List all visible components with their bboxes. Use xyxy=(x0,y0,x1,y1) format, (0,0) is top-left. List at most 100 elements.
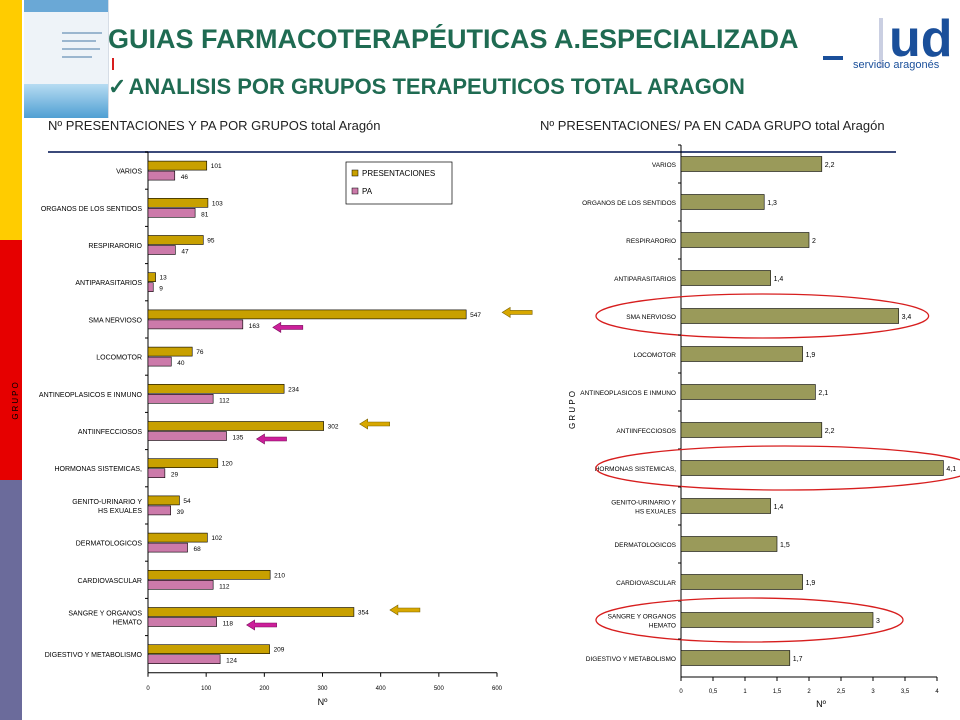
logo-caption: servicio aragonés xyxy=(853,59,940,71)
chart2-category-label: HEMATO xyxy=(649,623,676,630)
chart1-category-label: CARDIOVASCULAR xyxy=(78,578,142,585)
chart1-data-label-presentaciones: 54 xyxy=(183,498,191,505)
header-divider xyxy=(48,151,896,153)
chart1-bar-presentaciones xyxy=(147,346,193,357)
chart1-bar-pa xyxy=(147,282,154,293)
chart1-x-tick-label: 100 xyxy=(201,686,212,692)
chart2-category-label: VARIOS xyxy=(652,162,677,169)
chart2-x-tick-label: 1,5 xyxy=(773,689,782,695)
chart2-bar xyxy=(680,612,874,628)
chart2-bar xyxy=(680,346,803,362)
thumbnail-wave-graphic xyxy=(24,84,108,118)
chart1-data-label-presentaciones: 209 xyxy=(274,647,285,654)
chart2-category-label: DERMATOLOGICOS xyxy=(614,542,676,549)
chart2-category-label: RESPIRARORIO xyxy=(626,238,676,245)
chart1-bar-presentaciones xyxy=(147,235,204,245)
chart1-bar-pa xyxy=(147,468,166,479)
chart2-x-tick-label: 0 xyxy=(679,689,683,695)
chart1-legend-swatch xyxy=(351,187,359,195)
chart2-x-tick-label: 0,5 xyxy=(709,689,718,695)
chart1-category-label: LOCOMOTOR xyxy=(96,355,142,362)
chart2-x-tick-label: 2 xyxy=(807,689,811,695)
chart1-data-label-pa: 81 xyxy=(201,211,209,218)
chart1-data-label-pa: 135 xyxy=(233,435,244,442)
chart2-data-label: 4,1 xyxy=(946,466,956,473)
chart2-data-label: 1,9 xyxy=(806,352,816,359)
chart2-x-tick-label: 3 xyxy=(871,689,875,695)
chart2-bar xyxy=(680,308,899,324)
chart1-data-label-presentaciones: 302 xyxy=(328,424,339,431)
chart2-highlight-ellipse xyxy=(595,293,930,339)
chart1-legend-swatch xyxy=(351,169,359,177)
chart1-data-label-pa: 163 xyxy=(249,323,260,330)
chart2-highlight-ellipse xyxy=(595,445,960,491)
chart2-category-label: ANTIPARASITARIOS xyxy=(614,276,677,283)
chart1-bar-presentaciones xyxy=(147,607,355,617)
chart1-y-axis-label: GRUPO xyxy=(11,380,20,419)
chart1-x-tick-label: 500 xyxy=(434,686,445,692)
chart2-bar xyxy=(680,384,816,400)
chart1-data-label-pa: 29 xyxy=(171,472,179,479)
chart1-data-label-presentaciones: 547 xyxy=(470,312,481,319)
chart2-category-label: HORMONAS SISTEMICAS, xyxy=(595,466,676,473)
chart2-title: Nº PRESENTACIONES/ PA EN CADA GRUPO tota… xyxy=(540,118,885,133)
chart1-legend-box xyxy=(345,161,453,205)
thumbnail-text-line xyxy=(62,32,102,34)
chart1-data-label-presentaciones: 210 xyxy=(274,572,285,579)
chart1-x-tick-label: 400 xyxy=(376,686,387,692)
chart2-data-label: 2,1 xyxy=(818,390,828,397)
chart2-bar xyxy=(680,536,778,552)
chart1-bar-presentaciones xyxy=(147,309,467,320)
chart1-data-label-pa: 118 xyxy=(223,621,234,628)
thumbnail-text-line xyxy=(62,40,96,42)
chart1-category-label: GENITO-URINARIO Y xyxy=(72,499,142,506)
chart1-data-label-pa: 68 xyxy=(194,546,202,553)
chart1-x-tick-label: 300 xyxy=(317,686,328,692)
chart1-bar-presentaciones xyxy=(147,569,271,580)
chart2-x-axis-label: Nº xyxy=(816,699,826,709)
chart1-legend-label: PRESENTACIONES xyxy=(362,169,435,178)
chart1-category-label: RESPIRARORIO xyxy=(88,243,142,250)
chart2-data-label: 1,9 xyxy=(806,580,816,587)
chart2-bar xyxy=(680,650,791,666)
chart1-category-label: ANTIINFECCIOSOS xyxy=(78,429,143,436)
chart1-data-label-pa: 40 xyxy=(177,360,185,367)
chart2-category-label: ANTINEOPLASICOS E INMUNO xyxy=(580,390,676,397)
chart2-category-label: LOCOMOTOR xyxy=(634,352,677,359)
chart1-bar-pa xyxy=(147,208,196,218)
chart1-bar-pa xyxy=(147,542,188,553)
chart2-y-axis-label: G R U P O xyxy=(568,391,577,429)
chart1-category-label: ANTINEOPLASICOS E INMUNO xyxy=(39,392,143,399)
chart1-bar-pa xyxy=(147,505,171,516)
chart2-highlight-ellipse xyxy=(595,597,904,643)
chart1-bar-presentaciones xyxy=(147,160,208,171)
chart1-data-label-pa: 112 xyxy=(219,583,230,590)
chart1-x-tick-label: 600 xyxy=(492,686,503,692)
brochure-thumbnail xyxy=(24,0,109,118)
chart1-data-label-pa: 124 xyxy=(226,658,237,665)
arrow-left-icon-yellow xyxy=(501,306,533,318)
salud-logo: ud servicio aragonés xyxy=(823,8,953,78)
chart2-x-tick-label: 4 xyxy=(935,689,939,695)
sidebar-purple-block xyxy=(0,480,22,720)
chart2-category-label: ANTIINFECCIOSOS xyxy=(616,428,676,435)
chart1-title: Nº PRESENTACIONES Y PA POR GRUPOS total … xyxy=(48,118,381,133)
chart1-category-label: SANGRE Y ORGANOS xyxy=(68,611,142,618)
chart1-x-tick-label: 0 xyxy=(146,686,150,692)
thumbnail-text-line xyxy=(62,56,92,58)
chart1-bar-presentaciones xyxy=(147,272,156,283)
chart1-category-label: HORMONAS SISTEMICAS, xyxy=(54,466,142,473)
chart2-x-tick-label: 3,5 xyxy=(901,689,910,695)
chart1-category-label: HS EXUALES xyxy=(98,508,142,515)
chart2-data-label: 1,3 xyxy=(767,200,777,207)
chart2-category-label: SANGRE Y ORGANOS xyxy=(608,614,677,621)
chart1-data-label-pa: 46 xyxy=(181,174,189,181)
chart1-data-label-presentaciones: 101 xyxy=(211,163,222,170)
chart2-category-label: GENITO-URINARIO Y xyxy=(611,500,676,507)
chart1-bar-pa xyxy=(147,431,227,441)
chart1-bar-presentaciones xyxy=(147,532,208,543)
chart1-data-label-pa: 112 xyxy=(219,397,230,404)
chart1-bar-presentaciones xyxy=(147,421,324,431)
chart2-data-label: 3,4 xyxy=(902,314,912,321)
